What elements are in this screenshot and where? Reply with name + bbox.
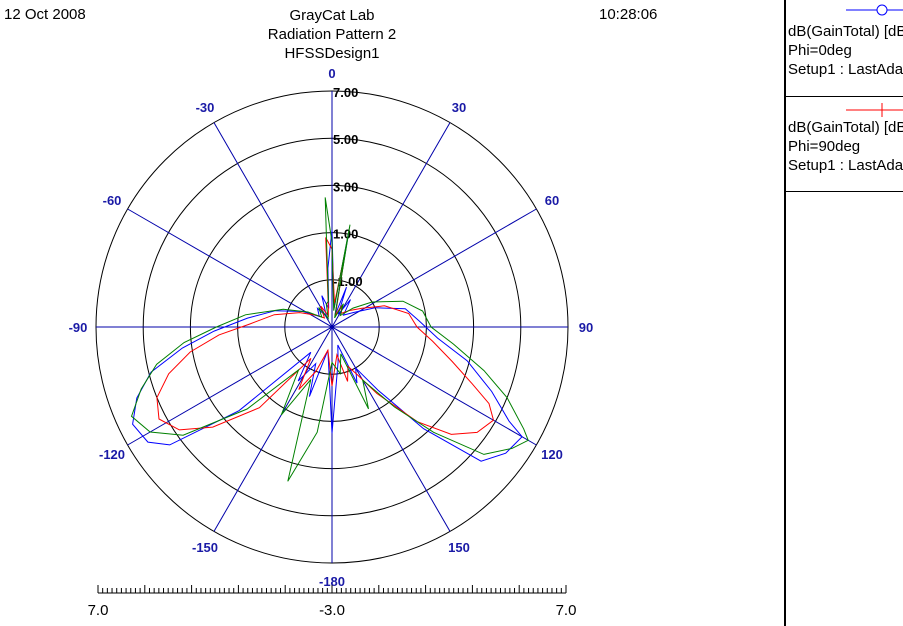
legend-line3: Setup1 : LastAdaptive <box>788 157 903 174</box>
radial-tick-label: 1.00 <box>333 227 358 242</box>
legend-panel: dB(GainTotal) [dB] Phi=0deg Setup1 : Las… <box>784 0 903 626</box>
legend-line1: dB(GainTotal) [dB] <box>788 119 903 136</box>
legend-marker-cross-icon <box>846 103 903 117</box>
lab-name: GrayCat Lab <box>289 7 375 24</box>
legend-line3: Setup1 : LastAdaptive <box>788 61 903 78</box>
legend-line1: dB(GainTotal) [dB] <box>788 23 903 40</box>
legend-entry-phi90[interactable]: dB(GainTotal) [dB] Phi=90deg Setup1 : La… <box>786 118 903 175</box>
series-line <box>156 237 495 435</box>
angle-label: 60 <box>545 193 559 208</box>
date-label: 12 Oct 2008 <box>4 6 86 23</box>
title-block: GrayCat Lab Radiation Pattern 2 HFSSDesi… <box>182 6 482 63</box>
angle-label: -150 <box>192 540 218 555</box>
polar-chart: 0 30 60 90 120 150 -180 -150 -120 -90 -60 -30 -1.00 1… <box>69 66 594 619</box>
grid-spoke <box>213 122 451 532</box>
bottom-scale-label: -3.0 <box>319 602 345 619</box>
legend-marker-circle-icon <box>846 4 903 16</box>
angle-label: -30 <box>196 100 215 115</box>
radial-tick-label: -1.00 <box>333 274 363 289</box>
angle-label: 30 <box>452 100 466 115</box>
legend-line2: Phi=90deg <box>788 138 861 155</box>
series-line <box>130 197 529 482</box>
design-name: HFSSDesign1 <box>284 45 380 62</box>
radial-tick-label: 3.00 <box>333 179 358 194</box>
angle-label: 120 <box>541 447 563 462</box>
angle-label: 150 <box>448 540 470 555</box>
chart-title: Radiation Pattern 2 <box>267 26 397 43</box>
bottom-scale-label: 7.0 <box>556 602 577 619</box>
radial-tick-label: 7.00 <box>333 85 358 100</box>
angle-label: -60 <box>103 193 122 208</box>
angle-label: 90 <box>579 320 593 335</box>
radial-tick-label: 5.00 <box>333 132 358 147</box>
time-label: 10:28:06 <box>599 6 658 23</box>
legend-entry-phi0[interactable]: dB(GainTotal) [dB] Phi=0deg Setup1 : Las… <box>786 22 903 79</box>
angle-label: 0 <box>328 66 335 81</box>
legend-separator <box>786 191 903 192</box>
legend-separator <box>786 96 903 97</box>
angle-label: -120 <box>99 447 125 462</box>
angle-label: -180 <box>319 574 345 589</box>
bottom-scale-label: 7.0 <box>88 602 109 619</box>
legend-line2: Phi=0deg <box>788 42 852 59</box>
angle-label: -90 <box>69 320 88 335</box>
